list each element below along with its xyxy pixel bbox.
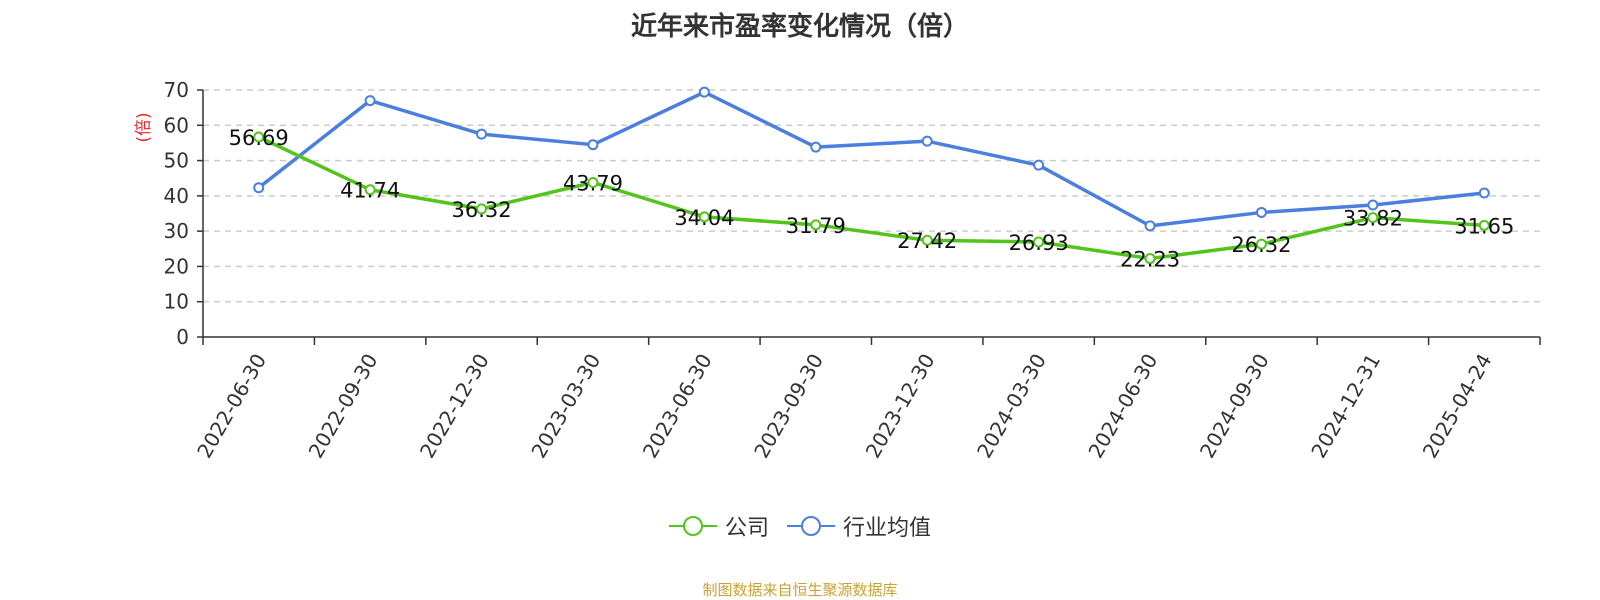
data-label-company: 34.04 [674,206,734,230]
data-point-company [1478,219,1490,231]
x-tick-label: 2022-09-30 [304,350,383,463]
data-point-industry-average [1033,159,1045,171]
data-point-company [921,234,933,246]
x-tick-label: 2023-12-30 [861,350,940,463]
data-point-industry-average [698,86,710,98]
x-tick-label: 2024-06-30 [1083,350,1162,463]
y-tick-label: 50 [164,149,189,173]
series-line-industry-average [257,90,1485,228]
chart-title: 近年来市盈率变化情况（倍） [630,12,969,42]
series-line-company [257,135,1485,261]
data-label-company: 41.74 [340,179,400,203]
legend-marker-industry-average [787,516,835,536]
x-tick-label: 2023-03-30 [526,350,605,463]
x-tick-label: 2024-03-30 [972,350,1051,463]
legend-label-company: 公司 [724,516,769,541]
data-label-company: 56.69 [229,126,289,150]
data-label-company: 33.82 [1343,207,1403,231]
data-point-company [364,184,376,196]
data-point-company [810,219,822,231]
data-point-company [253,131,265,143]
y-tick-label: 20 [164,254,189,278]
x-tick-label: 2024-09-30 [1195,350,1274,463]
y-tick-label: 40 [164,184,189,208]
data-point-company [587,176,599,188]
y-tick-label: 30 [164,219,189,243]
legend: 公司 行业均值 [0,510,1600,542]
data-point-company [476,203,488,215]
data-point-company [1367,212,1379,224]
data-label-company: 22.23 [1120,248,1180,272]
legend-item-industry-average[interactable]: 行业均值 [787,510,931,542]
y-tick-label: 10 [164,290,189,314]
data-point-industry-average [1255,206,1267,218]
data-point-company [1144,253,1156,265]
data-label-company: 31.79 [786,214,846,238]
data-label-company: 36.32 [451,198,511,222]
data-point-company [698,211,710,223]
legend-item-company[interactable]: 公司 [668,510,769,542]
data-point-industry-average [1144,220,1156,232]
data-point-industry-average [364,95,376,107]
data-point-industry-average [1478,187,1490,199]
x-tick-label: 2023-06-30 [638,350,717,463]
data-point-industry-average [476,128,488,140]
data-label-company: 27.42 [897,229,957,253]
y-tick-label: 60 [164,113,189,137]
x-tick-label: 2025-04-24 [1418,350,1497,463]
legend-label-industry-average: 行业均值 [843,516,932,541]
y-tick-label: 0 [176,325,189,349]
data-point-company [1255,238,1267,250]
x-tick-label: 2022-06-30 [192,350,271,463]
data-point-industry-average [810,141,822,153]
y-axis-label: (倍) [134,112,154,142]
x-tick-label: 2022-12-30 [415,350,494,463]
data-label-company: 26.32 [1231,233,1291,257]
source-note: 制图数据来自恒生聚源数据库 [702,581,898,599]
data-point-industry-average [1367,199,1379,211]
y-tick-label: 70 [164,78,189,102]
data-point-industry-average [587,139,599,151]
x-tick-label: 2024-12-31 [1306,350,1385,463]
data-point-industry-average [921,135,933,147]
data-point-company [1033,236,1045,248]
legend-marker-company [668,516,717,536]
data-label-company: 26.93 [1009,231,1069,255]
data-point-industry-average [253,182,265,194]
x-tick-label: 2023-09-30 [749,350,828,463]
data-label-company: 31.65 [1454,214,1514,238]
data-label-company: 43.79 [563,171,623,195]
